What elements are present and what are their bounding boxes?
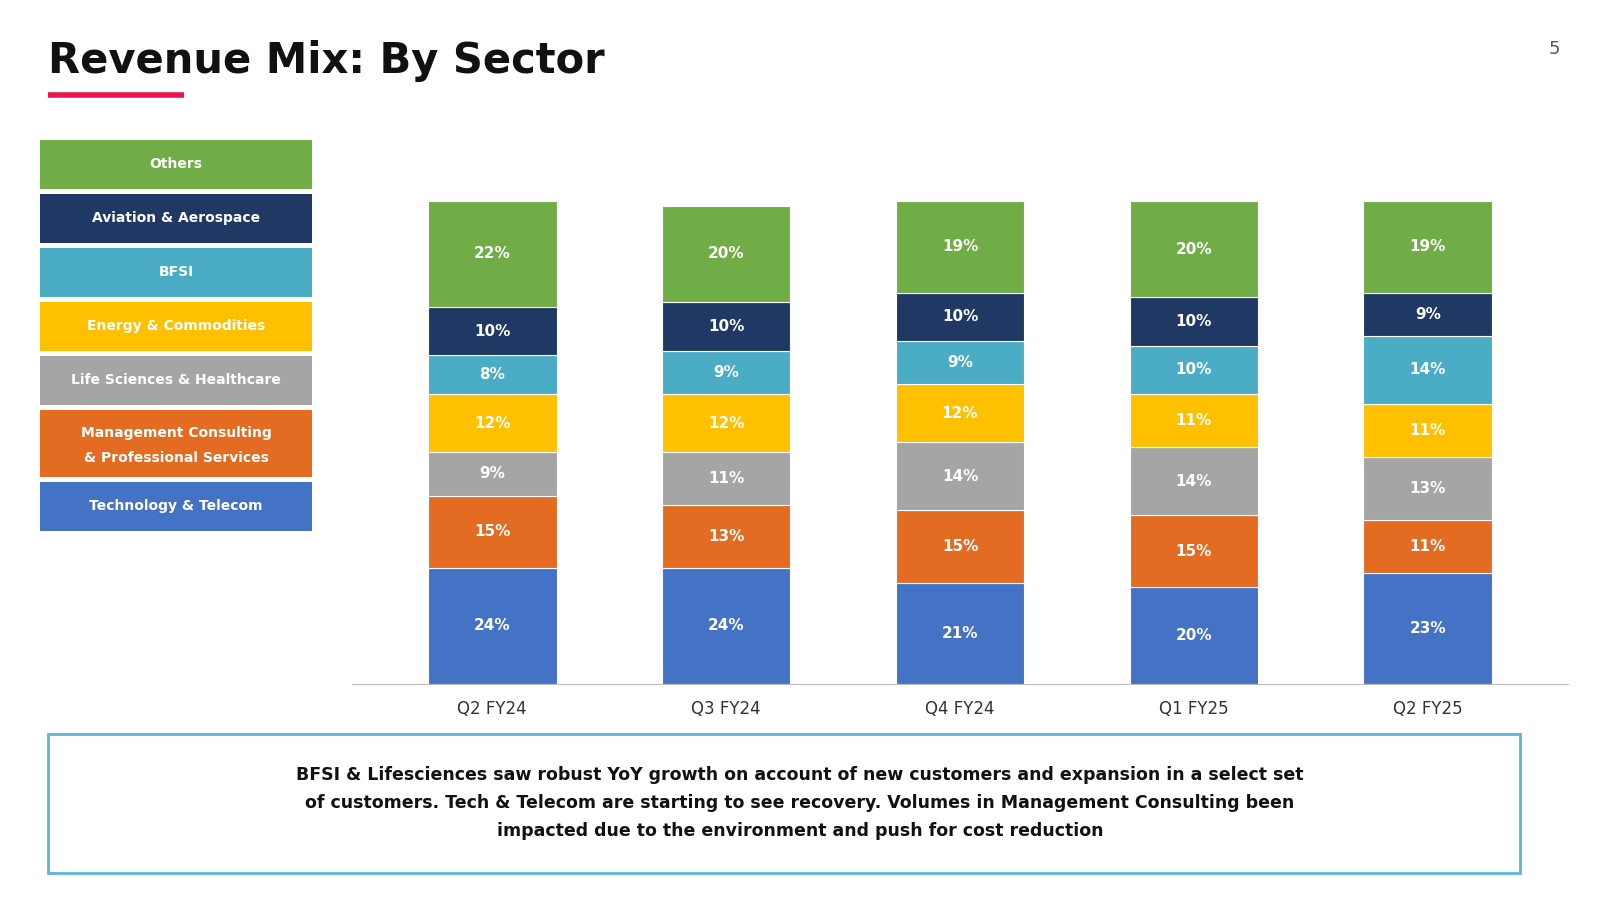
Bar (1130, 447, 1258, 515)
Bar (429, 452, 557, 496)
Text: 11%: 11% (1410, 423, 1446, 437)
Text: 11%: 11% (709, 471, 744, 486)
Bar (662, 568, 790, 684)
Bar (429, 201, 557, 307)
Bar (429, 568, 557, 684)
Text: 11%: 11% (1176, 413, 1211, 428)
Text: 21%: 21% (942, 626, 978, 641)
Text: 10%: 10% (1176, 363, 1213, 377)
Text: 24%: 24% (707, 618, 744, 634)
Text: 9%: 9% (480, 466, 506, 482)
Text: 22%: 22% (474, 247, 510, 261)
Text: 20%: 20% (1176, 628, 1213, 644)
Bar (662, 394, 790, 452)
Bar (896, 442, 1024, 510)
Bar (662, 452, 790, 505)
Text: 10%: 10% (474, 324, 510, 338)
Bar (896, 201, 1024, 292)
Text: 15%: 15% (1176, 544, 1213, 559)
Bar (1363, 572, 1493, 684)
Text: 19%: 19% (942, 239, 978, 254)
Bar (429, 394, 557, 452)
Text: BFSI: BFSI (158, 266, 194, 279)
Text: 23%: 23% (1410, 621, 1446, 636)
Bar (429, 356, 557, 394)
Text: Energy & Commodities: Energy & Commodities (86, 320, 266, 333)
Bar (1130, 515, 1258, 588)
Bar (1363, 201, 1493, 292)
Bar (1363, 519, 1493, 572)
Text: 20%: 20% (707, 247, 744, 261)
Bar (1130, 297, 1258, 346)
Bar (1363, 404, 1493, 457)
Text: Management Consulting: Management Consulting (80, 426, 272, 440)
Text: 9%: 9% (1414, 307, 1440, 322)
Text: 24%: 24% (474, 618, 510, 634)
Text: Technology & Telecom: Technology & Telecom (90, 500, 262, 513)
Bar (1130, 394, 1258, 447)
Text: 12%: 12% (707, 416, 744, 430)
Text: 15%: 15% (474, 524, 510, 539)
Text: 12%: 12% (474, 416, 510, 430)
Bar (1363, 292, 1493, 336)
Text: 5: 5 (1549, 40, 1560, 58)
Text: 9%: 9% (714, 364, 739, 380)
Text: 13%: 13% (1410, 481, 1446, 496)
Bar (1363, 336, 1493, 404)
Text: 14%: 14% (942, 469, 978, 483)
Text: 8%: 8% (480, 367, 506, 382)
Bar (896, 510, 1024, 582)
Bar (429, 307, 557, 356)
Bar (896, 384, 1024, 442)
Bar (896, 341, 1024, 384)
Text: 14%: 14% (1410, 363, 1446, 377)
Text: Revenue Mix: By Sector: Revenue Mix: By Sector (48, 40, 605, 83)
Text: 11%: 11% (1410, 539, 1446, 554)
Text: 14%: 14% (1176, 473, 1213, 489)
Text: 9%: 9% (947, 356, 973, 370)
Text: Aviation & Aerospace: Aviation & Aerospace (91, 212, 261, 225)
Text: Life Sciences & Healthcare: Life Sciences & Healthcare (70, 374, 282, 387)
Bar (1130, 588, 1258, 684)
Bar (1130, 346, 1258, 394)
Text: & Professional Services: & Professional Services (83, 451, 269, 465)
Text: 15%: 15% (942, 539, 978, 554)
Bar (662, 505, 790, 568)
Text: 20%: 20% (1176, 241, 1213, 256)
Text: 10%: 10% (942, 310, 978, 324)
Text: 10%: 10% (1176, 314, 1213, 329)
Bar (896, 292, 1024, 341)
Text: 19%: 19% (1410, 239, 1446, 254)
Bar (662, 205, 790, 302)
Text: 10%: 10% (707, 319, 744, 334)
Bar (662, 350, 790, 394)
Bar (1130, 201, 1258, 297)
Bar (429, 496, 557, 568)
Bar (896, 582, 1024, 684)
Text: 13%: 13% (707, 529, 744, 544)
Bar (1363, 457, 1493, 519)
Text: 12%: 12% (942, 406, 978, 421)
Bar (662, 302, 790, 350)
Text: BFSI & Lifesciences saw robust YoY growth on account of new customers and expans: BFSI & Lifesciences saw robust YoY growt… (296, 767, 1304, 840)
Text: Others: Others (149, 158, 203, 171)
